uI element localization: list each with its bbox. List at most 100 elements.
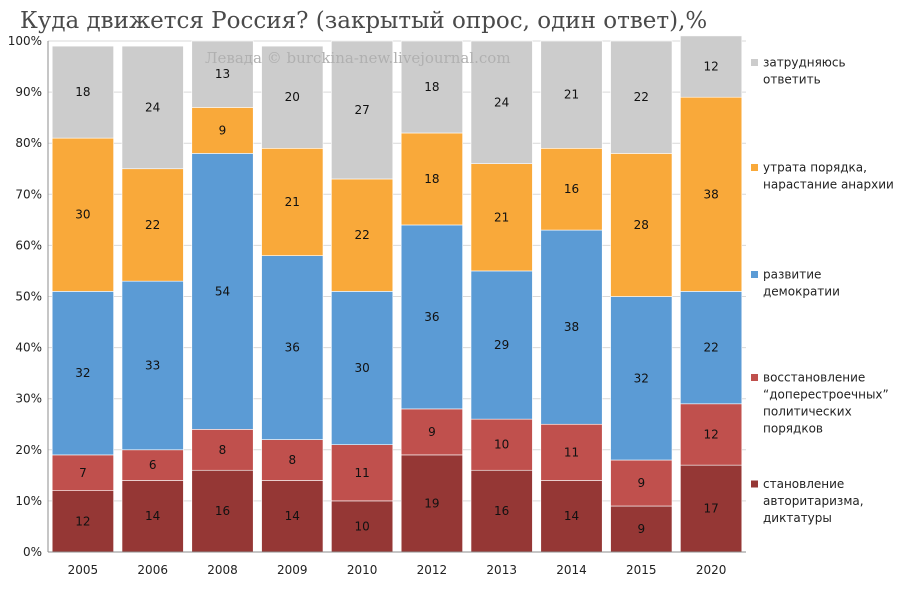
bar-segment-s3-2014 [540, 148, 603, 231]
bars [51, 35, 743, 553]
bar-segment-s0-2014 [540, 480, 603, 553]
data-label: 14 [564, 509, 579, 523]
y-tick-label: 80% [15, 136, 42, 150]
data-label: 8 [219, 443, 227, 457]
legend-label: развитие [763, 268, 821, 282]
data-label: 6 [149, 458, 157, 472]
data-label: 32 [75, 366, 90, 380]
y-tick-label: 60% [15, 238, 42, 252]
data-label: 19 [424, 496, 439, 510]
bar-segment-s0-2013 [470, 469, 533, 553]
x-tick-label: 2009 [277, 563, 308, 577]
x-tick-label: 2015 [626, 563, 657, 577]
legend-label: порядков [763, 422, 823, 436]
data-label: 17 [703, 502, 718, 516]
bar-segment-s0-2009 [261, 480, 324, 553]
bar-segment-s0-2006 [121, 480, 184, 553]
bar-segment-s0-2020 [680, 464, 743, 553]
bar-segment-s1-2009 [261, 439, 324, 481]
bar-segment-s0-2008 [191, 469, 254, 553]
data-label: 9 [428, 425, 436, 439]
data-label: 12 [703, 60, 718, 74]
data-label: 12 [703, 427, 718, 441]
data-label: 12 [75, 514, 90, 528]
legend-swatch [751, 164, 758, 171]
data-label: 8 [288, 453, 296, 467]
bar-segment-s4-2015 [610, 40, 673, 154]
chart-title: Куда движется Россия? (закрытый опрос, о… [20, 8, 707, 34]
data-label: 9 [637, 476, 645, 490]
data-label: 11 [354, 466, 369, 480]
data-label: 21 [285, 195, 300, 209]
data-label: 9 [637, 522, 645, 536]
bar-segment-s2-2020 [680, 291, 743, 405]
data-label: 7 [79, 466, 87, 480]
bar-segment-s3-2005 [51, 137, 114, 292]
bar-segment-s1-2006 [121, 449, 184, 481]
bar-segment-s3-2020 [680, 96, 743, 292]
segment-labels: 12 7 32 30 18 14 6 33 22 24 16 8 54 9 13 14 8 36 21 20 10 11 3… [75, 60, 718, 536]
bar-segment-s3-2015 [610, 153, 673, 297]
bar-segment-s3-2006 [121, 168, 184, 282]
bar-segment-s2-2014 [540, 229, 603, 425]
bar-segment-s4-2005 [51, 45, 114, 139]
data-label: 36 [285, 341, 300, 355]
y-tick-label: 50% [15, 290, 42, 304]
bar-segment-s0-2012 [400, 454, 463, 553]
legend-label: политических [763, 405, 852, 419]
data-label: 22 [703, 341, 718, 355]
bar-segment-s1-2013 [470, 418, 533, 471]
bar-segment-s3-2013 [470, 163, 533, 272]
data-label: 38 [564, 320, 579, 334]
bar-segment-s2-2008 [191, 153, 254, 430]
bar-segment-s4-2008 [191, 40, 254, 108]
x-tick-label: 2012 [417, 563, 448, 577]
bar-segment-s2-2006 [121, 280, 184, 451]
legend-swatch [751, 374, 758, 381]
bar-segment-s0-2010 [331, 500, 394, 553]
legend-label: авторитаризма, [763, 494, 864, 508]
legend-label: восстановление [763, 371, 865, 385]
legend-label: становление [763, 477, 844, 491]
data-label: 18 [75, 85, 90, 99]
data-label: 24 [494, 95, 509, 109]
watermark: Левада © burckina-new.livejournal.com [205, 49, 511, 67]
bar-segment-s2-2005 [51, 291, 114, 456]
x-tick-label: 2008 [207, 563, 238, 577]
data-label: 21 [494, 210, 509, 224]
data-label: 21 [564, 88, 579, 102]
data-label: 30 [75, 208, 90, 222]
data-label: 11 [564, 445, 579, 459]
bar-segment-s1-2012 [400, 408, 463, 456]
legend-swatch [751, 480, 758, 488]
data-label: 16 [215, 504, 230, 518]
bar-segment-s4-2013 [470, 40, 533, 164]
bar-segment-s4-2012 [400, 40, 463, 134]
bar-segment-s4-2014 [540, 40, 603, 149]
bar-segment-s2-2009 [261, 255, 324, 440]
bar-segment-s1-2014 [540, 423, 603, 481]
y-tick-label: 100% [8, 34, 42, 48]
bar-segment-s1-2005 [51, 454, 114, 491]
legend-label: утрата порядка, [763, 161, 867, 175]
bar-segment-s3-2009 [261, 148, 324, 256]
bar-segment-s4-2010 [331, 40, 394, 180]
x-tick-label: 2013 [486, 563, 517, 577]
y-tick-label: 30% [15, 392, 42, 406]
x-tick-label: 2020 [696, 563, 727, 577]
x-tick-label: 2005 [68, 563, 99, 577]
data-label: 28 [634, 218, 649, 232]
data-label: 38 [703, 187, 718, 201]
x-tick-label: 2014 [556, 563, 587, 577]
legend-label: ответить [763, 73, 821, 87]
data-label: 10 [354, 519, 369, 533]
bar-segment-s2-2012 [400, 224, 463, 410]
axes: 0% 10% 20% 30% 40% 50% 60% 70% 80% 90% 100% 2005 200… [8, 34, 746, 577]
data-label: 20 [285, 90, 300, 104]
bar-segment-s3-2012 [400, 132, 463, 226]
data-label: 14 [285, 509, 300, 523]
bar-segment-s1-2010 [331, 444, 394, 502]
data-label: 32 [634, 371, 649, 385]
y-tick-label: 40% [15, 341, 42, 355]
x-tick-label: 2006 [137, 563, 168, 577]
